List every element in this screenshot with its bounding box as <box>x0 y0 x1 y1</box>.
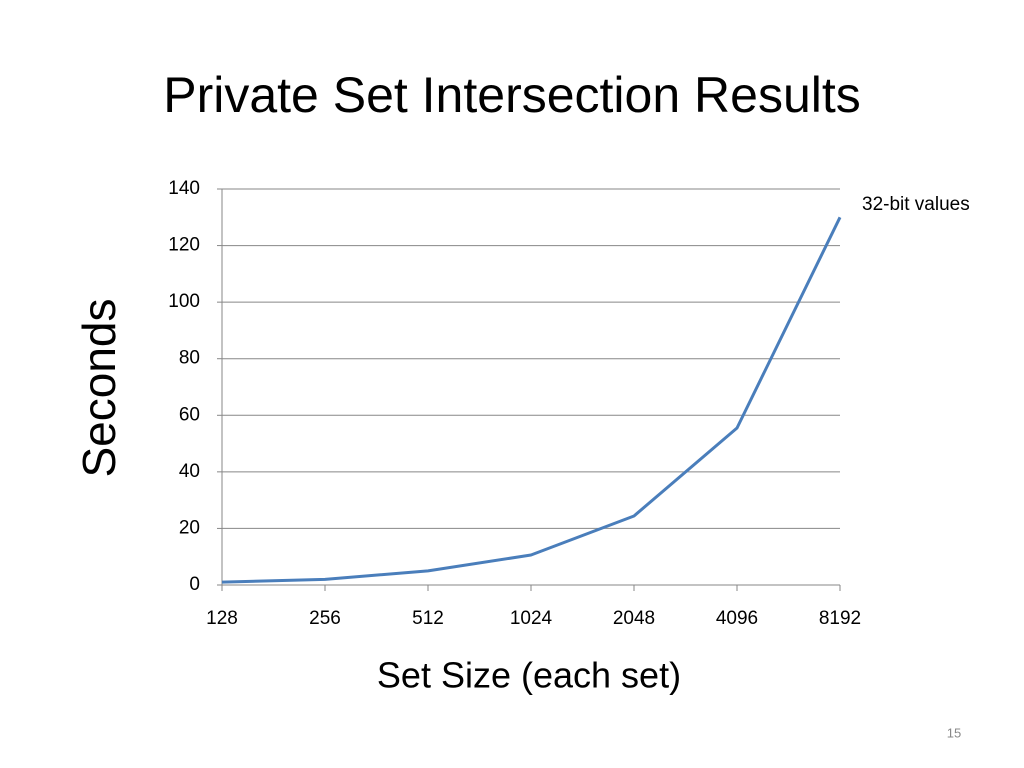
legend-label: 32-bit values <box>862 194 970 215</box>
y-tick-label: 40 <box>179 461 200 482</box>
y-axis-title: Seconds <box>73 298 125 477</box>
slide-number: 15 <box>947 725 961 740</box>
y-tick-label: 0 <box>189 574 200 595</box>
x-tick-label: 1024 <box>510 608 553 629</box>
x-axis-title: Set Size (each set) <box>377 655 681 696</box>
y-tick-label: 20 <box>179 517 200 538</box>
x-tick-label: 128 <box>206 608 238 629</box>
y-tick-label: 120 <box>168 235 200 256</box>
x-tick-label: 256 <box>309 608 341 629</box>
x-tick-label: 512 <box>412 608 444 629</box>
x-tick-label: 2048 <box>613 608 655 629</box>
chart-title: Private Set Intersection Results <box>163 67 861 123</box>
y-tick-label: 60 <box>179 404 200 425</box>
x-tick-label: 4096 <box>716 608 758 629</box>
y-tick-label: 80 <box>179 348 200 369</box>
data-line <box>221 216 842 584</box>
y-tick-label: 100 <box>168 291 200 312</box>
y-tick-label: 140 <box>168 178 200 199</box>
x-tick-label: 8192 <box>819 608 861 629</box>
